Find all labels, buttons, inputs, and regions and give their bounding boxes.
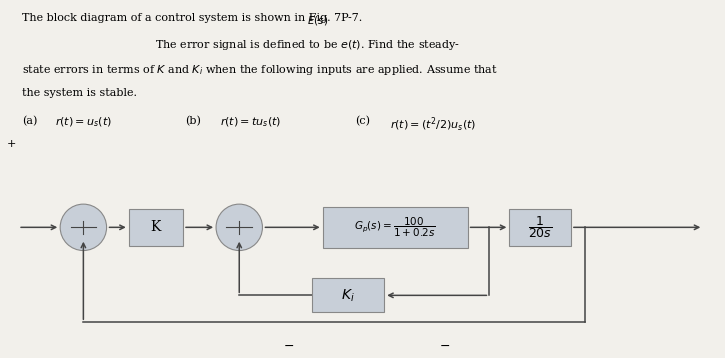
Text: $-$: $-$ <box>283 339 294 352</box>
Text: $r(t) = tu_s(t)$: $r(t) = tu_s(t)$ <box>220 116 281 129</box>
Text: $r(t) = (t^2/2)u_s(t)$: $r(t) = (t^2/2)u_s(t)$ <box>390 116 476 134</box>
Text: $E(s)$: $E(s)$ <box>307 14 328 27</box>
Circle shape <box>216 204 262 251</box>
Text: $r(t) = u_s(t)$: $r(t) = u_s(t)$ <box>55 116 112 129</box>
Text: $K_i$: $K_i$ <box>341 287 355 304</box>
Text: $\dfrac{1}{20s}$: $\dfrac{1}{20s}$ <box>528 214 552 240</box>
Text: K: K <box>151 220 161 234</box>
Text: (a): (a) <box>22 116 38 126</box>
FancyBboxPatch shape <box>323 207 468 248</box>
Text: $-$: $-$ <box>439 339 450 352</box>
FancyBboxPatch shape <box>509 208 571 246</box>
Text: $G_p(s)=\dfrac{100}{1+0.2s}$: $G_p(s)=\dfrac{100}{1+0.2s}$ <box>355 216 436 239</box>
Text: state errors in terms of $K$ and $K_i$ when the following inputs are applied. As: state errors in terms of $K$ and $K_i$ w… <box>22 63 498 77</box>
Text: The error signal is defined to be $e(t)$. Find the steady-: The error signal is defined to be $e(t)$… <box>155 38 460 52</box>
Circle shape <box>60 204 107 251</box>
Text: The block diagram of a control system is shown in Fig. 7P-7.: The block diagram of a control system is… <box>22 13 362 23</box>
Text: +: + <box>7 139 16 149</box>
FancyBboxPatch shape <box>129 208 183 246</box>
FancyBboxPatch shape <box>312 279 384 312</box>
Text: (c): (c) <box>355 116 370 126</box>
Text: the system is stable.: the system is stable. <box>22 88 137 98</box>
Text: (b): (b) <box>185 116 201 126</box>
